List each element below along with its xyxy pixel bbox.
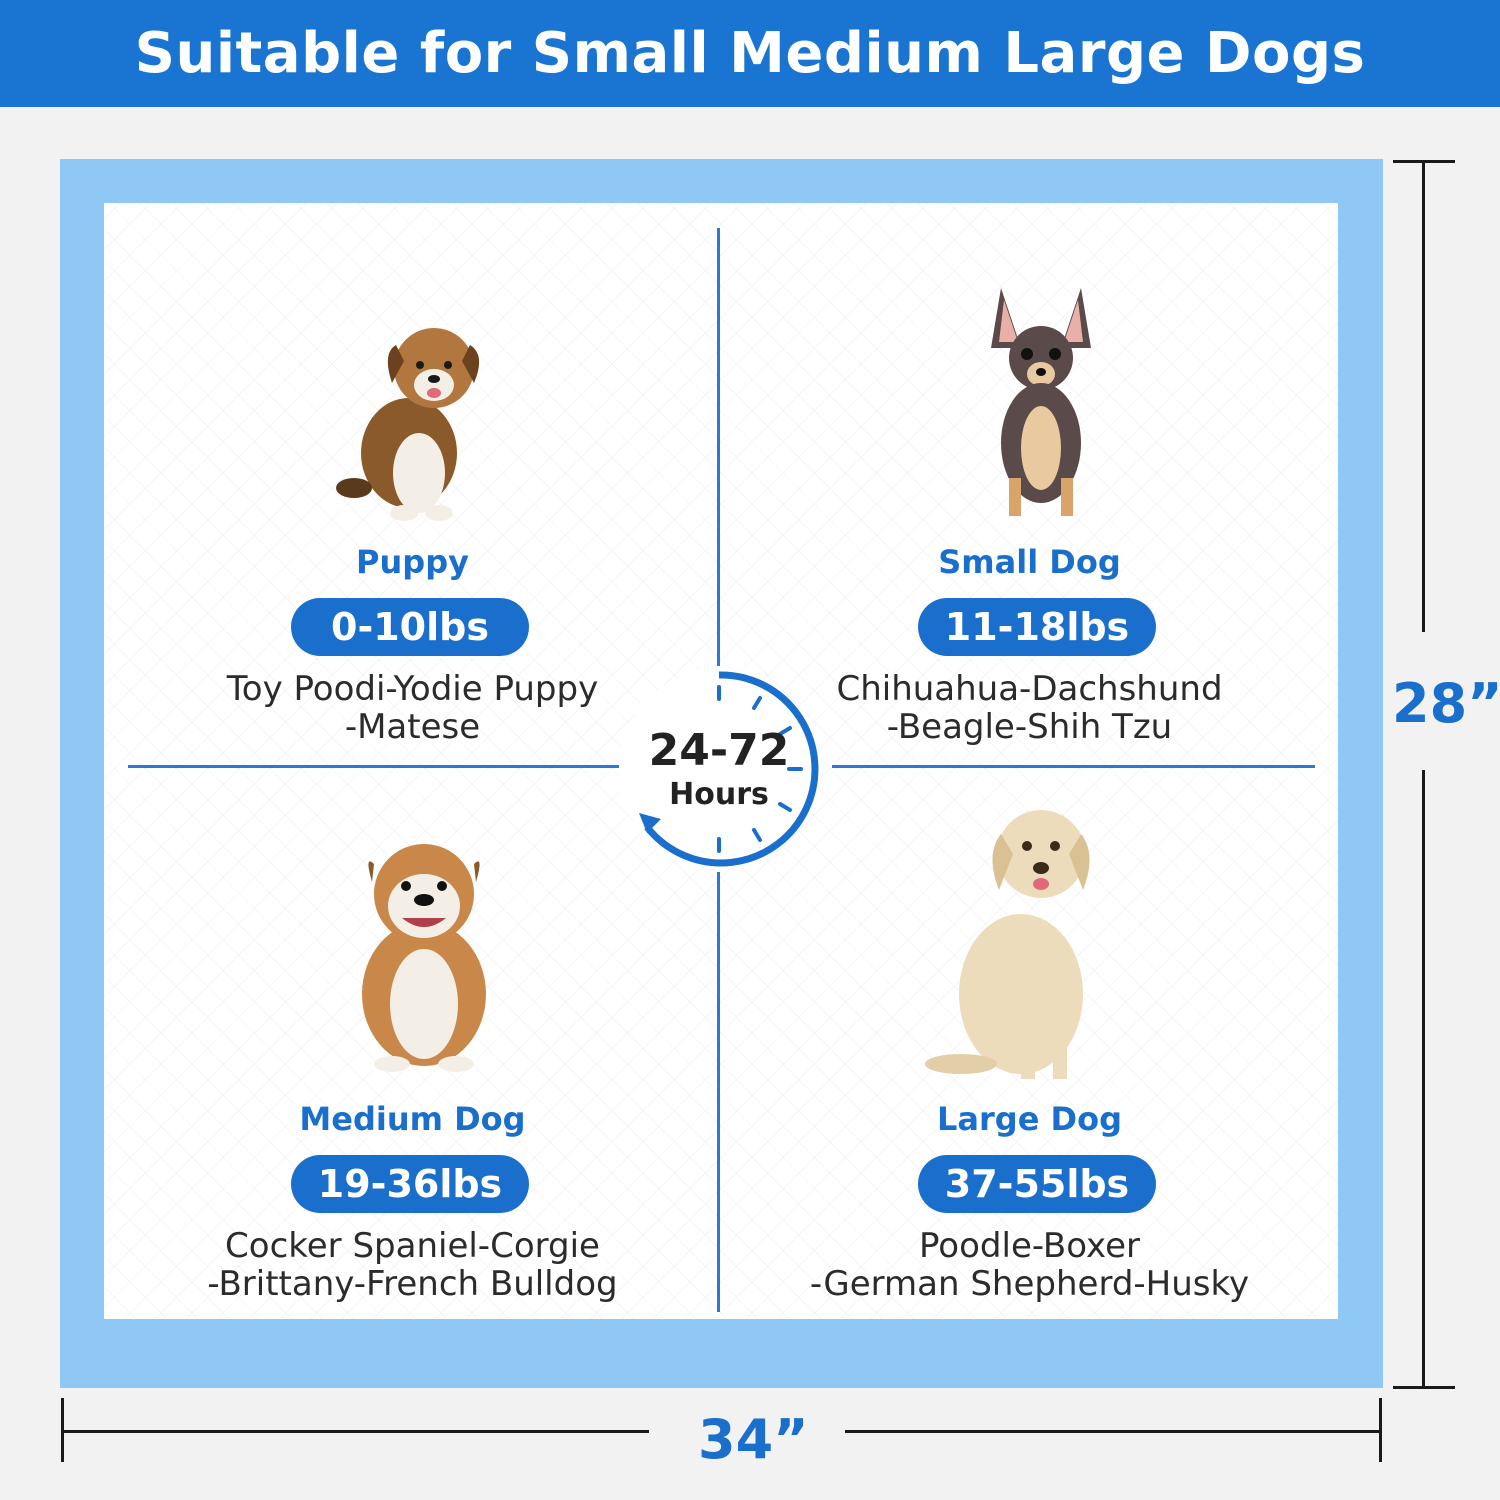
weight-badge: 11-18lbs [918,598,1156,656]
labrador-dog-image [925,810,1090,1079]
breed-list-line-1: Cocker Spaniel-Corgie [225,1226,600,1266]
horizontal-divider-left [128,765,620,768]
height-dimension-label: 28” [1392,672,1500,735]
duration-badge: 24-72 Hours [617,667,821,871]
width-dimension-cap-right [1379,1398,1382,1462]
width-dimension-label: 34” [698,1408,809,1471]
height-dimension-line-lower [1422,770,1425,1388]
width-dimension-line-right [845,1430,1382,1433]
vertical-divider-bottom [717,872,720,1312]
quadrant-title: Small Dog [938,543,1121,581]
quadrant-small-dog: Small Dog 11-18lbs Chihuahua-Dachshund -… [721,203,1338,761]
banner-title: Suitable for Small Medium Large Dogs [134,21,1366,86]
breed-list-line-2: -German Shepherd-Husky [809,1264,1250,1304]
weight-badge: 19-36lbs [291,1155,529,1213]
quadrant-title: Large Dog [937,1100,1122,1138]
breed-list-line-1: Toy Poodi-Yodie Puppy [226,669,599,709]
width-dimension-line-left [61,1430,649,1433]
quadrant-puppy: Puppy 0-10lbs Toy Poodi-Yodie Puppy -Mat… [104,203,721,761]
height-dimension-cap-bottom [1393,1386,1455,1389]
breed-list-line-1: Chihuahua-Dachshund [836,669,1223,709]
weight-badge: 37-55lbs [918,1155,1156,1213]
breed-list-line-1: Poodle-Boxer [919,1226,1140,1266]
quadrant-large-dog: Large Dog 37-55lbs Poodle-Boxer -German … [721,764,1338,1322]
breed-list-line-2: -Brittany-French Bulldog [207,1264,618,1304]
duration-unit: Hours [669,777,769,812]
bulldog-image [362,844,486,1072]
vertical-divider-top [717,228,720,666]
quadrant-title: Puppy [356,543,469,581]
chihuahua-dog-image [991,288,1091,516]
weight-badge: 0-10lbs [291,598,529,656]
quadrant-medium-dog: Medium Dog 19-36lbs Cocker Spaniel-Corgi… [104,764,721,1322]
horizontal-divider-right [832,765,1315,768]
clock-arrow-icon [619,669,819,869]
puppy-dog-image [336,328,480,521]
title-banner: Suitable for Small Medium Large Dogs [0,0,1500,107]
height-dimension-line-upper [1422,160,1425,632]
breed-list-line-2: -Matese [344,707,481,747]
quadrant-title: Medium Dog [299,1100,526,1138]
breed-list-line-2: -Beagle-Shih Tzu [886,707,1173,747]
duration-range: 24-72 [648,725,790,776]
